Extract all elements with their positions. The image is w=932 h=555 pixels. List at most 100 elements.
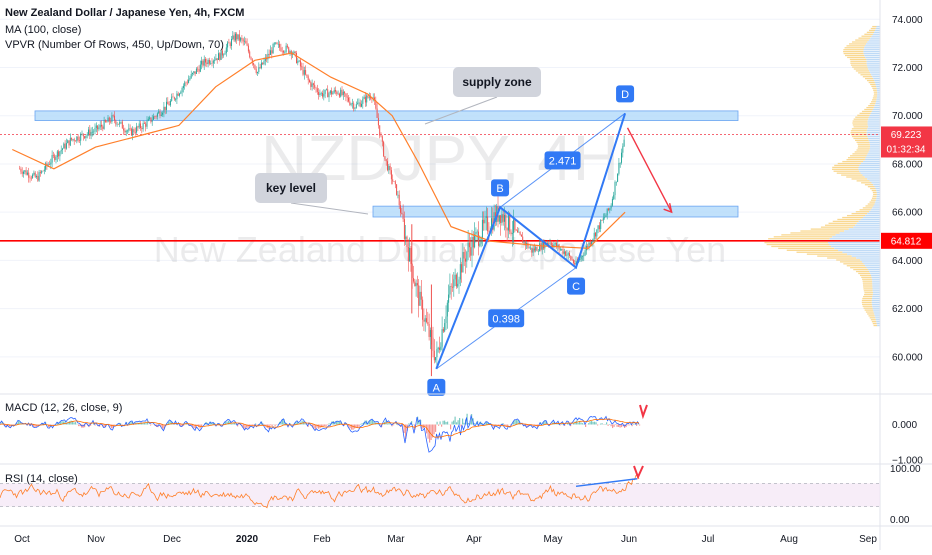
candle-body (605, 215, 606, 217)
vpvr-row-down (834, 248, 880, 249)
candle-body (140, 123, 141, 128)
vpvr-row-down (865, 265, 880, 266)
vpvr-row-down (876, 200, 880, 201)
candle-body (139, 123, 140, 127)
vpvr-row-up (863, 306, 873, 307)
candle-body (505, 215, 506, 228)
macd-histogram-bar (408, 424, 409, 425)
candle-body (500, 215, 501, 223)
candle-body (481, 238, 482, 244)
candle-body (75, 141, 76, 142)
candle-body (325, 90, 326, 94)
macd-histogram-bar (596, 422, 597, 424)
vpvr-row-up (868, 186, 875, 187)
candle-body (466, 252, 467, 262)
vpvr-row-up (862, 298, 872, 299)
candle-body (278, 44, 279, 45)
candle-body (503, 214, 504, 222)
vpvr-row-up (837, 219, 860, 220)
candle-body (189, 78, 190, 80)
macd-histogram-bar (71, 421, 72, 425)
vpvr-row-down (867, 41, 880, 42)
candle-body (430, 330, 431, 337)
candle-body (414, 282, 415, 287)
candle-body (221, 51, 222, 60)
vpvr-row-down (869, 117, 880, 118)
vpvr-row-down (865, 45, 880, 46)
candle-body (206, 63, 207, 65)
candle-body (407, 237, 408, 247)
candle-body (167, 102, 168, 104)
macd-histogram-bar (605, 424, 606, 425)
vpvr-row-up (870, 188, 875, 189)
vpvr-row-down (870, 146, 880, 147)
candle-body (244, 41, 245, 42)
candle-body (482, 220, 483, 238)
candle-body (283, 51, 284, 52)
candle-body (256, 69, 257, 73)
candle-body (169, 104, 170, 105)
candle-body (63, 144, 64, 149)
vpvr-row-up (836, 259, 860, 260)
vpvr-row-up (852, 41, 867, 42)
candle-body (383, 142, 384, 156)
rsi-band (0, 483, 880, 506)
candle-body (35, 173, 36, 177)
vpvr-row-up (852, 66, 867, 67)
vpvr-row-down (873, 294, 880, 295)
vpvr-row-down (869, 70, 880, 71)
vpvr-row-up (873, 194, 877, 195)
macd-histogram-bar (515, 420, 516, 425)
candle-body (477, 232, 478, 233)
vpvr-row-down (872, 284, 880, 285)
vpvr-row-up (862, 111, 872, 112)
candle-body (351, 104, 352, 105)
macd-histogram-bar (452, 422, 453, 425)
candle-body (23, 172, 24, 174)
vpvr-row-up (852, 128, 867, 129)
macd-histogram-bar (588, 423, 589, 424)
vpvr-row-down (871, 275, 880, 276)
candle-body (401, 213, 402, 214)
candle-body (228, 42, 229, 43)
vpvr-row-up (768, 238, 830, 239)
vpvr-row-up (837, 173, 861, 174)
vpvr-row-down (872, 36, 880, 37)
candle-body (213, 61, 214, 64)
vpvr-row-up (850, 155, 866, 156)
vpvr-row-down (858, 167, 880, 168)
vpvr-row-down (853, 227, 880, 228)
candle-body (205, 59, 206, 63)
candle-body (279, 44, 280, 48)
candle-body (535, 247, 536, 251)
candle-body (395, 181, 396, 184)
macd-histogram-bar (428, 425, 429, 439)
candle-body (284, 52, 285, 53)
candle-body (594, 233, 595, 239)
candle-body (158, 111, 159, 113)
candle-body (529, 248, 530, 249)
candle-body (173, 97, 174, 98)
vpvr-row-up (863, 296, 872, 297)
vpvr-row-up (847, 57, 865, 58)
candle-body (156, 117, 157, 118)
candle-body (358, 103, 359, 104)
vpvr-row-down (870, 147, 880, 148)
candle-body (154, 116, 155, 117)
candle-body (603, 218, 604, 221)
vpvr-row-up (861, 182, 871, 183)
vpvr-row-up (811, 228, 849, 229)
vpvr-row-up (787, 250, 838, 251)
candle-body (427, 322, 428, 324)
candle-body (387, 161, 388, 170)
candle-body (143, 123, 144, 129)
candle-body (267, 54, 268, 59)
vpvr-row-up (778, 248, 834, 249)
vpvr-row-down (869, 39, 880, 40)
vpvr-row-up (852, 213, 868, 214)
candle-body (260, 67, 261, 68)
vpvr-row-down (871, 74, 880, 75)
macd-histogram-bar (252, 425, 253, 426)
candle-body (262, 63, 263, 65)
